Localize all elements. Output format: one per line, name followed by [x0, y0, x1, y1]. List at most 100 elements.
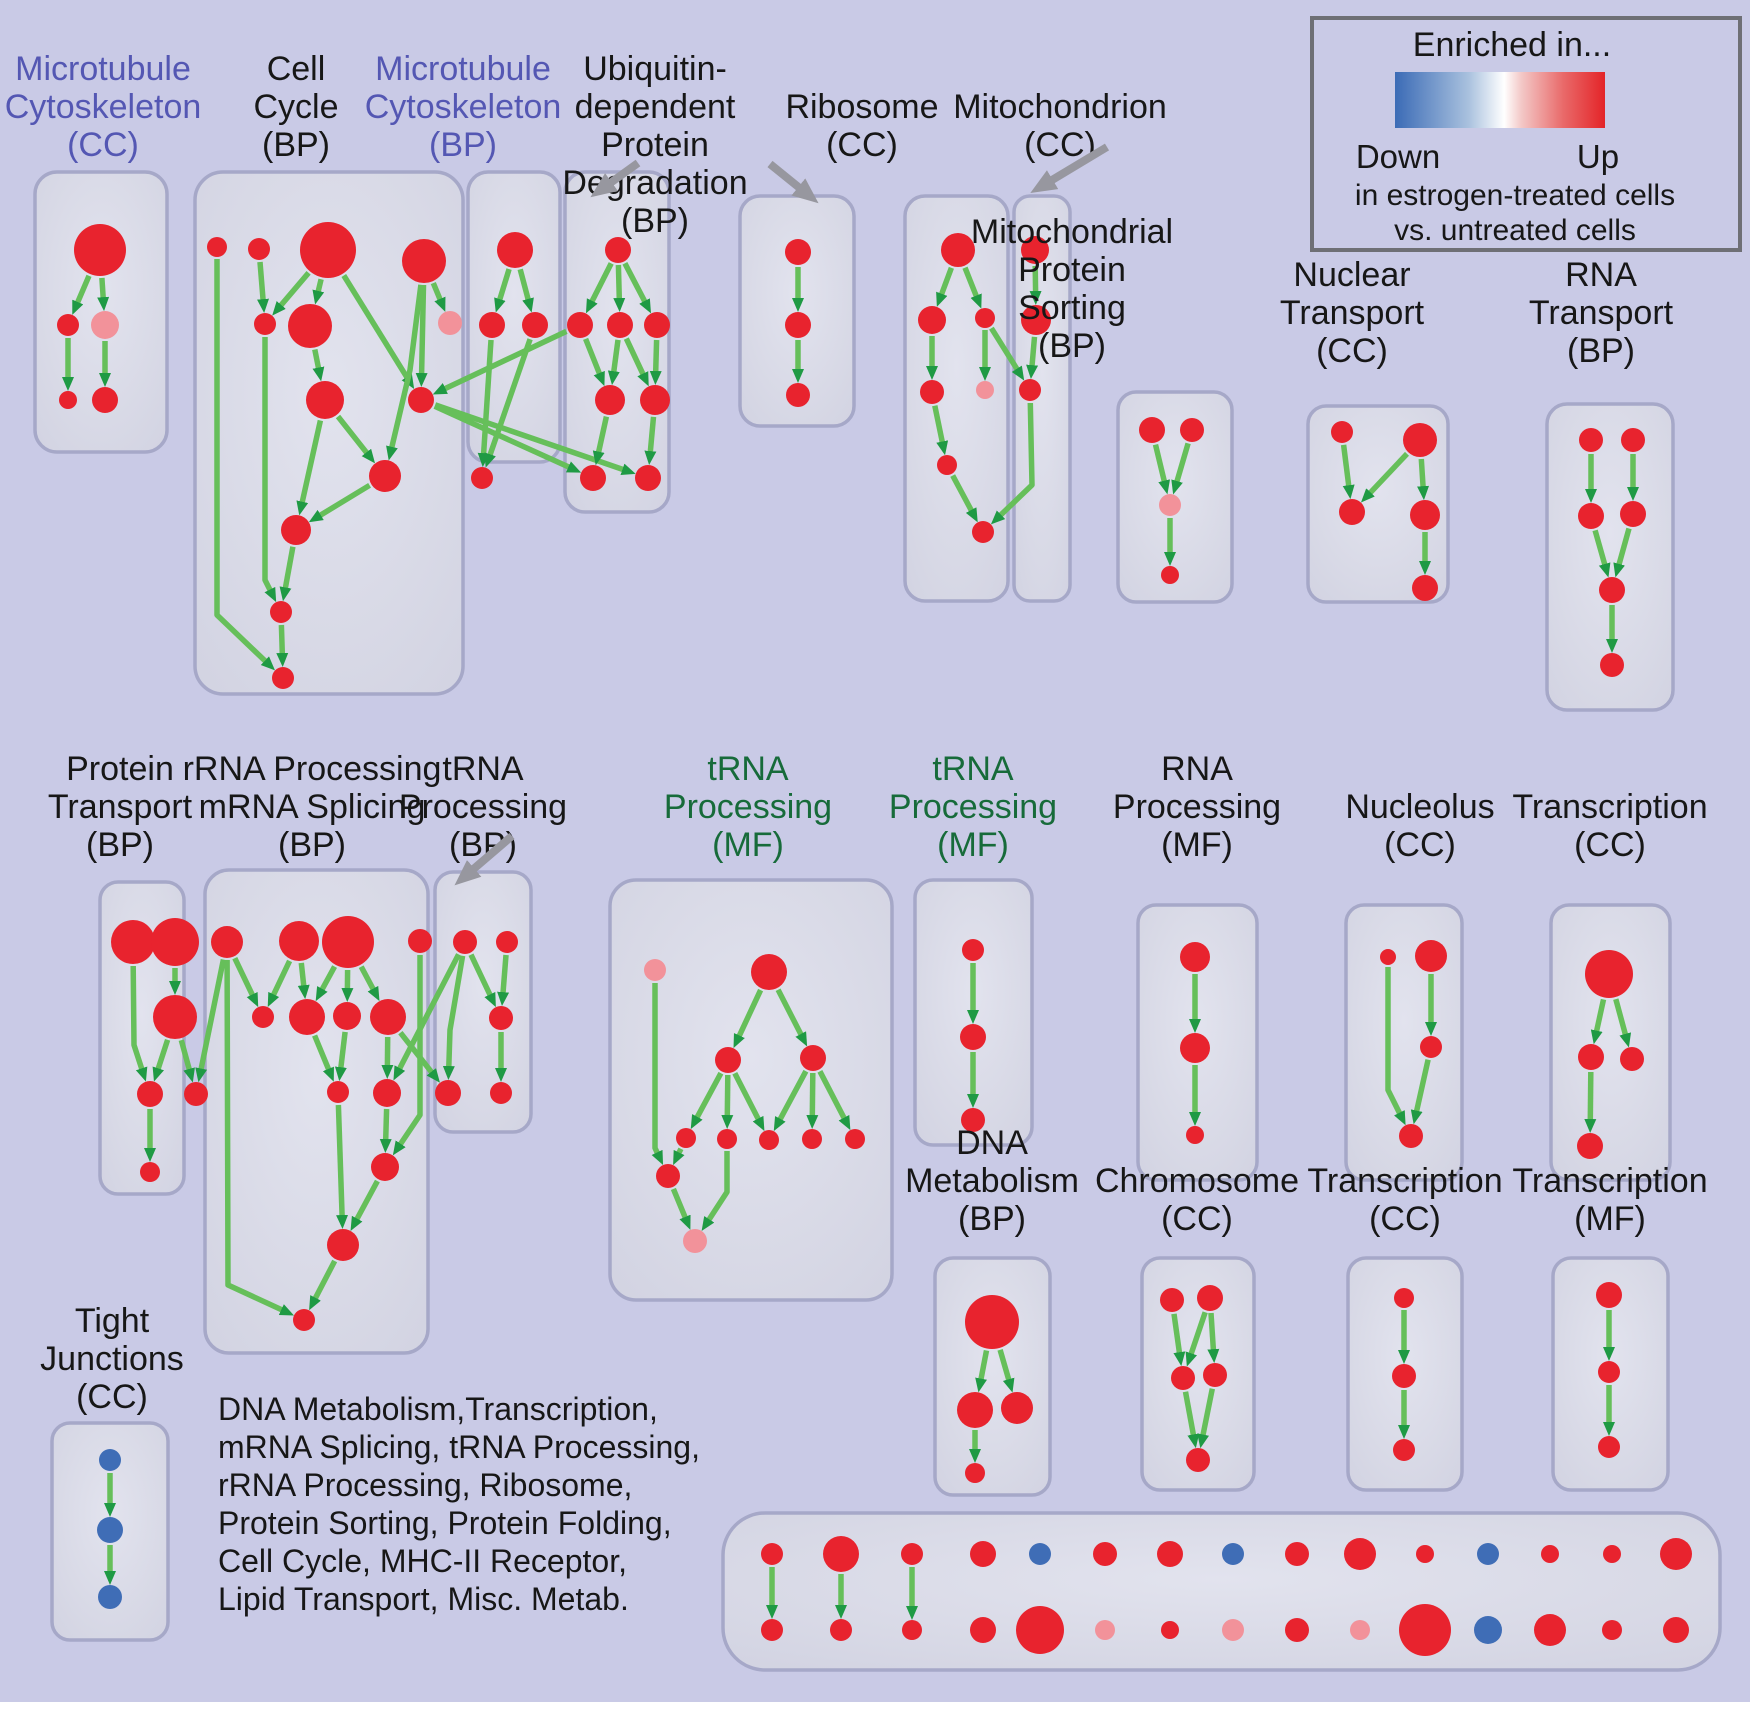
node-h2	[289, 999, 325, 1035]
node-rb7	[972, 521, 994, 543]
cluster-box-rna-transport	[1545, 402, 1675, 712]
node-f11	[683, 1229, 707, 1253]
edge-cy1-cy4	[257, 261, 269, 314]
edge-ua0-ua1	[585, 262, 614, 314]
node-nt1	[1331, 421, 1353, 443]
edge-mb2-mb4	[477, 339, 494, 468]
legend-up-label: Up	[1577, 138, 1619, 175]
node-ch3	[1171, 1366, 1195, 1390]
node-f4	[800, 1045, 826, 1071]
node-h4	[370, 999, 406, 1035]
edge-nt2-nt3	[1360, 451, 1409, 503]
edge-h3-h5	[334, 1031, 348, 1082]
node-ms1	[1139, 417, 1165, 443]
node-pt6	[140, 1162, 160, 1182]
cluster-box-dna-metabolism	[933, 1256, 1052, 1497]
node-s3	[961, 1108, 985, 1132]
node-cy12	[272, 667, 294, 689]
node-q10b	[1350, 1620, 1370, 1640]
cluster-label-chromosome: Chromosome (CC)	[1095, 1162, 1299, 1238]
edge-f5-f10	[673, 1147, 685, 1166]
edge-dm1-dm2	[975, 1349, 990, 1393]
edge-cy3-cy9	[386, 284, 424, 461]
node-ch5	[1186, 1448, 1210, 1472]
node-h9	[293, 1309, 315, 1331]
edge-t2-t3	[497, 954, 510, 1007]
node-dm3	[1001, 1392, 1033, 1424]
edge-cy2-cy4	[272, 271, 311, 316]
cluster-box-ribosome	[903, 194, 1010, 603]
edge-ua2-ua5	[623, 337, 649, 387]
node-ua2	[607, 312, 633, 338]
cluster-box-trna-mf-2	[913, 878, 1034, 1147]
ubiquitin-arrow-right	[767, 160, 819, 204]
node-t22	[1392, 1364, 1416, 1388]
node-q5b	[1016, 1606, 1064, 1654]
node-q3t	[901, 1543, 923, 1565]
edge-cy4-cy11	[262, 337, 277, 603]
edge-f2-f4	[775, 988, 808, 1047]
edge-cy8-ua6	[433, 403, 582, 473]
edge-rb6-rb7	[950, 474, 978, 523]
edge-t1-t3	[468, 953, 496, 1008]
node-rt2	[1621, 428, 1645, 452]
cluster-label-mito-protein-sorting: Mitochondrial Protein Sorting (BP)	[971, 213, 1173, 365]
node-q5t	[1029, 1543, 1051, 1565]
node-f2	[751, 954, 787, 990]
node-cy2	[300, 222, 356, 278]
misc-category-text: DNA Metabolism,Transcription, mRNA Splici…	[218, 1391, 700, 1617]
cluster-label-ribosome: Ribosome (CC)	[785, 88, 938, 164]
node-f10	[656, 1164, 680, 1188]
node-q14b	[1602, 1620, 1622, 1640]
edge-ch2-ch3	[1185, 1311, 1208, 1367]
edge-rt3-rt5	[1592, 529, 1611, 578]
node-ua4	[595, 385, 625, 415]
node-q12b	[1474, 1616, 1502, 1644]
node-rt4	[1620, 501, 1646, 527]
edge-ms1-ms3	[1152, 443, 1171, 495]
node-ua7	[635, 465, 661, 491]
legend-subtitle-2: vs. untreated cells	[1394, 214, 1636, 247]
cluster-label-ubiquitin: Ubiquitin-dependent Protein Degradation (BP…	[562, 50, 747, 240]
cluster-label-protein-transport: Protein Transport (BP)	[48, 750, 193, 864]
node-nc4	[1399, 1124, 1423, 1148]
node-cy4	[254, 313, 276, 335]
node-q13b	[1534, 1614, 1566, 1646]
node-mb2	[479, 312, 505, 338]
node-h7	[371, 1153, 399, 1181]
node-q11b	[1399, 1604, 1451, 1656]
node-nt5	[1412, 575, 1438, 601]
legend: Enriched in... Down Up in estrogen-treated …	[1310, 16, 1742, 252]
node-q15t	[1660, 1538, 1692, 1570]
cluster-box-transcription-cc-1	[1549, 903, 1672, 1182]
cluster-label-transcription-mf: Transcription (MF)	[1512, 1162, 1707, 1238]
edge-ch2-ch4	[1207, 1312, 1220, 1364]
edge-t1-h6	[393, 953, 462, 1081]
figure-footer-strip	[0, 1702, 1750, 1715]
edge-pt3-pt5	[178, 1039, 195, 1083]
node-f8	[802, 1129, 822, 1149]
edge-cy10-cy11	[279, 546, 296, 602]
cluster-label-microtubule-bp: Microtubule Cytoskeleton (BP)	[365, 50, 562, 164]
node-h1	[252, 1006, 274, 1028]
legend-title: Enriched in...	[1413, 26, 1611, 64]
edge-cy0-cy12	[214, 259, 276, 671]
cluster-box-mixed-bottom	[721, 1511, 1722, 1672]
edge-rb1-rb3	[962, 266, 982, 309]
node-q1b	[761, 1619, 783, 1641]
edge-tc2-tc4	[1584, 1071, 1597, 1133]
edge-nt1-nt3	[1340, 444, 1355, 500]
node-rp2	[1180, 1033, 1210, 1063]
node-mc1	[74, 224, 126, 276]
trna-bp-arrow	[454, 832, 515, 886]
cluster-label-dna-metabolism: DNA Metabolism (BP)	[905, 1124, 1079, 1238]
node-g3	[322, 916, 374, 968]
edge-ch4-ch5	[1197, 1388, 1215, 1449]
node-f9	[845, 1129, 865, 1149]
node-q8t	[1222, 1543, 1244, 1565]
node-q2t	[823, 1536, 859, 1572]
cluster-box-chromosome	[1140, 1256, 1256, 1492]
edge-g2-h1	[267, 959, 293, 1008]
cluster-label-cell-cycle: Cell Cycle (BP)	[253, 50, 338, 164]
